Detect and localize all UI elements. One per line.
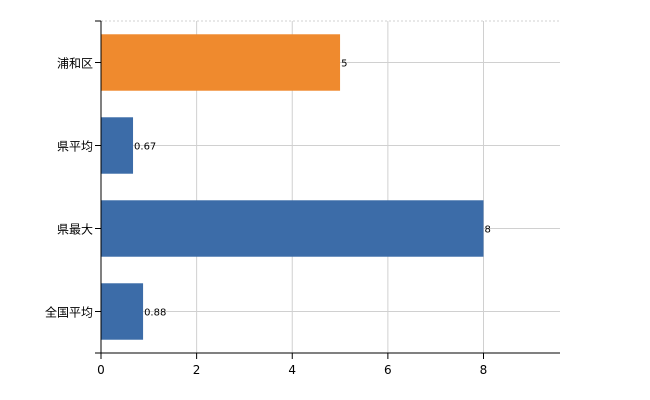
bar-value-label: 5: [341, 59, 347, 70]
category-label: 県最大: [57, 223, 93, 237]
x-tick-label: 2: [193, 363, 201, 377]
bar: [101, 34, 341, 91]
category-label: 県平均: [57, 140, 93, 154]
bar: [101, 283, 144, 340]
x-tick-label: 0: [97, 363, 105, 377]
x-tick-label: 6: [384, 363, 392, 377]
axis-layer: [95, 20, 560, 359]
bar: [101, 200, 484, 257]
category-label: 浦和区: [57, 57, 93, 71]
x-tick-label: 4: [288, 363, 296, 377]
bar-layer: [101, 34, 484, 340]
label-layer: 5 浦和区 0.67 県平均 8 県最大 0.88 全国平均 0 2 4 6 8: [45, 57, 491, 378]
bar-value-label: 0.88: [144, 308, 166, 319]
category-label: 全国平均: [45, 305, 93, 320]
x-tick-label: 8: [480, 363, 488, 377]
bar-value-label: 8: [485, 225, 491, 236]
bar-value-label: 0.67: [134, 142, 156, 153]
bar: [101, 117, 134, 174]
